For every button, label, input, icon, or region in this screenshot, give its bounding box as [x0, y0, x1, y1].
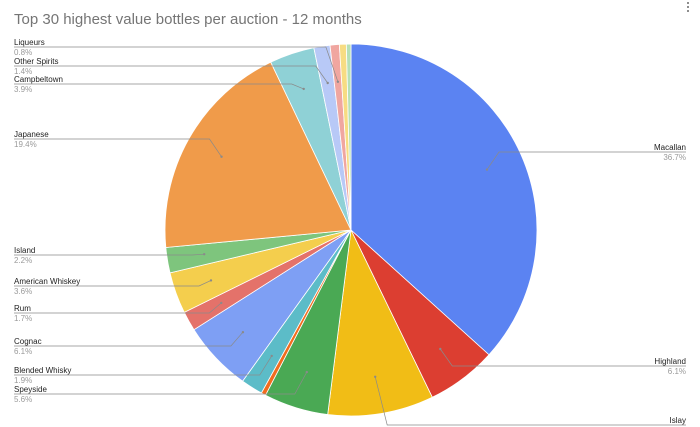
slice-label-cognac: Cognac — [14, 337, 42, 346]
slice-label-speyside: Speyside — [14, 385, 47, 394]
slice-label-islay: Islay — [670, 416, 686, 425]
slice-label-island: Island — [14, 246, 35, 255]
leader-dot-other-spirits — [326, 81, 329, 85]
leader-line-macallan — [486, 151, 686, 170]
pie-slice-macallan[interactable] — [350, 43, 538, 356]
pie-slice-unlabeled-15[interactable] — [345, 43, 352, 231]
leader-line-island — [14, 253, 205, 256]
leader-line-liqueurs — [14, 46, 339, 82]
slice-percent-american-whiskey: 3.6% — [14, 287, 32, 296]
leader-line-campbeltown — [14, 83, 304, 90]
slice-percent-rum: 1.7% — [14, 314, 32, 323]
pie-slice-islay[interactable] — [327, 228, 433, 417]
leader-dot-liqueurs — [336, 80, 340, 84]
leader-line-rum — [14, 302, 222, 314]
leader-dot-blended-whisky — [270, 354, 273, 358]
more-options-icon[interactable] — [686, 2, 690, 16]
leader-line-highland — [440, 348, 686, 367]
slice-label-rum: Rum — [14, 304, 31, 313]
slice-label-japanese: Japanese — [14, 130, 49, 139]
leader-dot-macallan — [485, 168, 489, 171]
pie-labels: Macallan36.7%Highland6.1%Islay9.2%Speysi… — [14, 38, 686, 427]
slice-percent-macallan: 36.7% — [663, 153, 686, 162]
leader-dot-japanese — [220, 155, 223, 158]
leader-dot-island — [203, 253, 206, 256]
leader-dot-rum — [220, 301, 223, 305]
slice-label-macallan: Macallan — [654, 143, 686, 152]
leader-dot-cognac — [241, 331, 245, 334]
slice-label-liqueurs: Liqueurs — [14, 38, 45, 47]
leader-line-american-whiskey — [14, 280, 212, 287]
slice-percent-island: 2.2% — [14, 256, 32, 265]
slice-percent-campbeltown: 3.9% — [14, 85, 32, 94]
slice-percent-cognac: 6.1% — [14, 347, 32, 356]
slice-label-blended-whisky: Blended Whisky — [14, 366, 71, 375]
leader-line-blended-whisky — [14, 355, 272, 376]
slice-label-highland: Highland — [654, 357, 686, 366]
leader-line-japanese — [14, 138, 222, 157]
leader-dot-speyside — [305, 370, 308, 374]
slice-label-american-whiskey: American Whiskey — [14, 277, 80, 286]
leader-line-speyside — [14, 371, 308, 395]
leader-dot-highland — [439, 347, 442, 351]
pie-slice-japanese[interactable] — [164, 61, 352, 248]
leader-line-cognac — [14, 331, 244, 347]
slice-percent-liqueurs: 0.8% — [14, 48, 32, 57]
slice-percent-highland: 6.1% — [668, 367, 686, 376]
slice-percent-japanese: 19.4% — [14, 140, 37, 149]
slice-label-campbeltown: Campbeltown — [14, 75, 63, 84]
leader-dot-islay — [374, 375, 377, 378]
slice-label-other-spirits: Other Spirits — [14, 57, 58, 66]
pie-slices — [164, 43, 538, 417]
leader-dot-american-whiskey — [209, 279, 213, 282]
chart-title: Top 30 highest value bottles per auction… — [14, 11, 362, 28]
leader-line-other-spirits — [14, 65, 328, 84]
slice-percent-other-spirits: 1.4% — [14, 67, 32, 76]
slice-percent-blended-whisky: 1.9% — [14, 376, 32, 385]
slice-percent-speyside: 5.6% — [14, 395, 32, 404]
leader-dot-campbeltown — [302, 87, 305, 91]
leader-line-islay — [374, 376, 686, 426]
